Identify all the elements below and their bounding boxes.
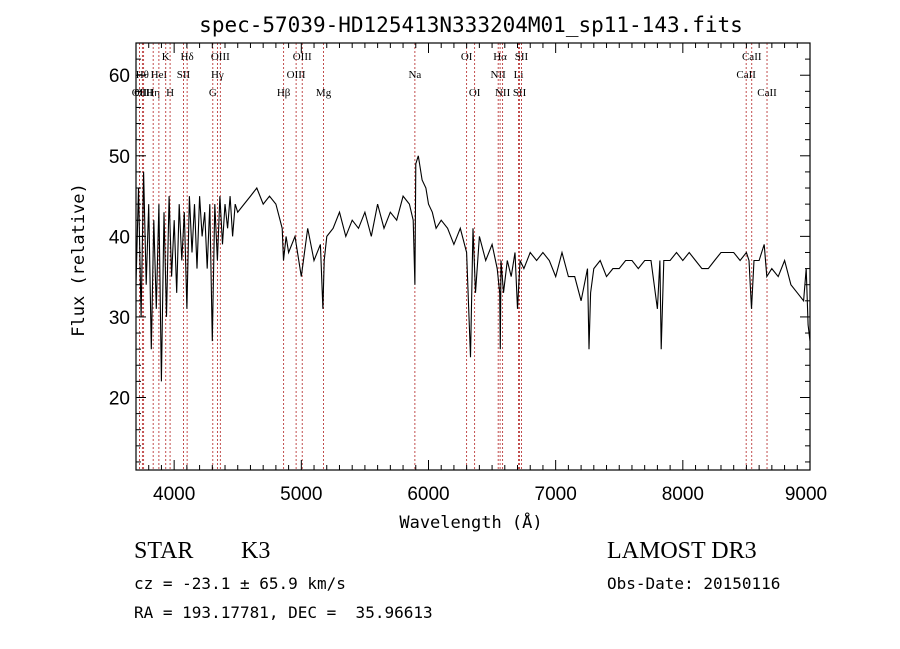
marker-label-17: OI xyxy=(461,51,473,63)
marker-label-18: OI xyxy=(469,87,481,99)
marker-label-4: HeI xyxy=(151,69,168,81)
marker-label-22: SII xyxy=(513,87,527,99)
x-axis-label: Wavelength (Å) xyxy=(399,511,542,533)
marker-label-9: G xyxy=(209,87,217,99)
chart-title: spec-57039-HD125413N333204M01_sp11-143.f… xyxy=(199,13,743,37)
marker-label-8: Hδ xyxy=(181,51,194,63)
x-tick-label: 9000 xyxy=(785,484,827,505)
plot-area xyxy=(135,155,811,382)
marker-label-3: Hη xyxy=(146,87,160,99)
marker-label-2: OIII xyxy=(134,87,153,99)
x-tick-label: 6000 xyxy=(407,484,449,505)
marker-label-15: Mg xyxy=(316,87,332,99)
y-tick-label: 20 xyxy=(109,388,130,409)
marker-label-12: Hβ xyxy=(277,87,291,99)
x-tick-label: 7000 xyxy=(535,484,577,505)
x-tick-label: 5000 xyxy=(280,484,322,505)
marker-label-24: SII xyxy=(515,51,529,63)
marker-label-7: SII xyxy=(177,69,191,81)
marker-label-25: CaII xyxy=(736,69,756,81)
marker-label-6: H xyxy=(166,87,174,99)
object-class: STAR xyxy=(134,538,194,564)
y-tick-label: 30 xyxy=(109,308,130,329)
plot-frame xyxy=(135,42,811,471)
marker-label-23: Li xyxy=(514,69,524,81)
redshift-text: cz = -23.1 ± 65.9 km/s xyxy=(134,574,346,593)
y-tick-label: 40 xyxy=(109,227,130,248)
marker-label-5: K xyxy=(162,51,170,63)
survey-name: LAMOST DR3 xyxy=(607,538,757,564)
marker-label-10: Hγ xyxy=(211,69,224,81)
x-tick-label: 8000 xyxy=(662,484,704,505)
marker-label-20: Hα xyxy=(493,51,507,63)
marker-label-16: Na xyxy=(408,69,421,81)
marker-label-26: CaII xyxy=(742,51,762,63)
marker-label-21: NII xyxy=(495,87,511,99)
object-subclass: K3 xyxy=(241,538,271,564)
y-tick-label: 60 xyxy=(109,66,130,87)
x-axis-ticks: 4000 5000 6000 7000 8000 9000 xyxy=(148,43,827,505)
flux-series-line xyxy=(135,155,811,382)
x-tick-label: 4000 xyxy=(153,484,195,505)
y-tick-label: 50 xyxy=(109,147,130,168)
marker-label-19: NII xyxy=(491,69,507,81)
marker-label-14: OIII xyxy=(293,51,312,63)
marker-label-13: OIII xyxy=(287,69,306,81)
marker-label-27: CaII xyxy=(757,87,777,99)
y-axis-ticks: 20 30 40 50 60 xyxy=(109,42,810,463)
obs-date-text: Obs-Date: 20150116 xyxy=(607,574,781,593)
coordinates-text: RA = 193.17781, DEC = 35.96613 xyxy=(134,603,433,622)
marker-label-11: OIII xyxy=(211,51,230,63)
y-axis-label: Flux (relative) xyxy=(69,183,89,337)
